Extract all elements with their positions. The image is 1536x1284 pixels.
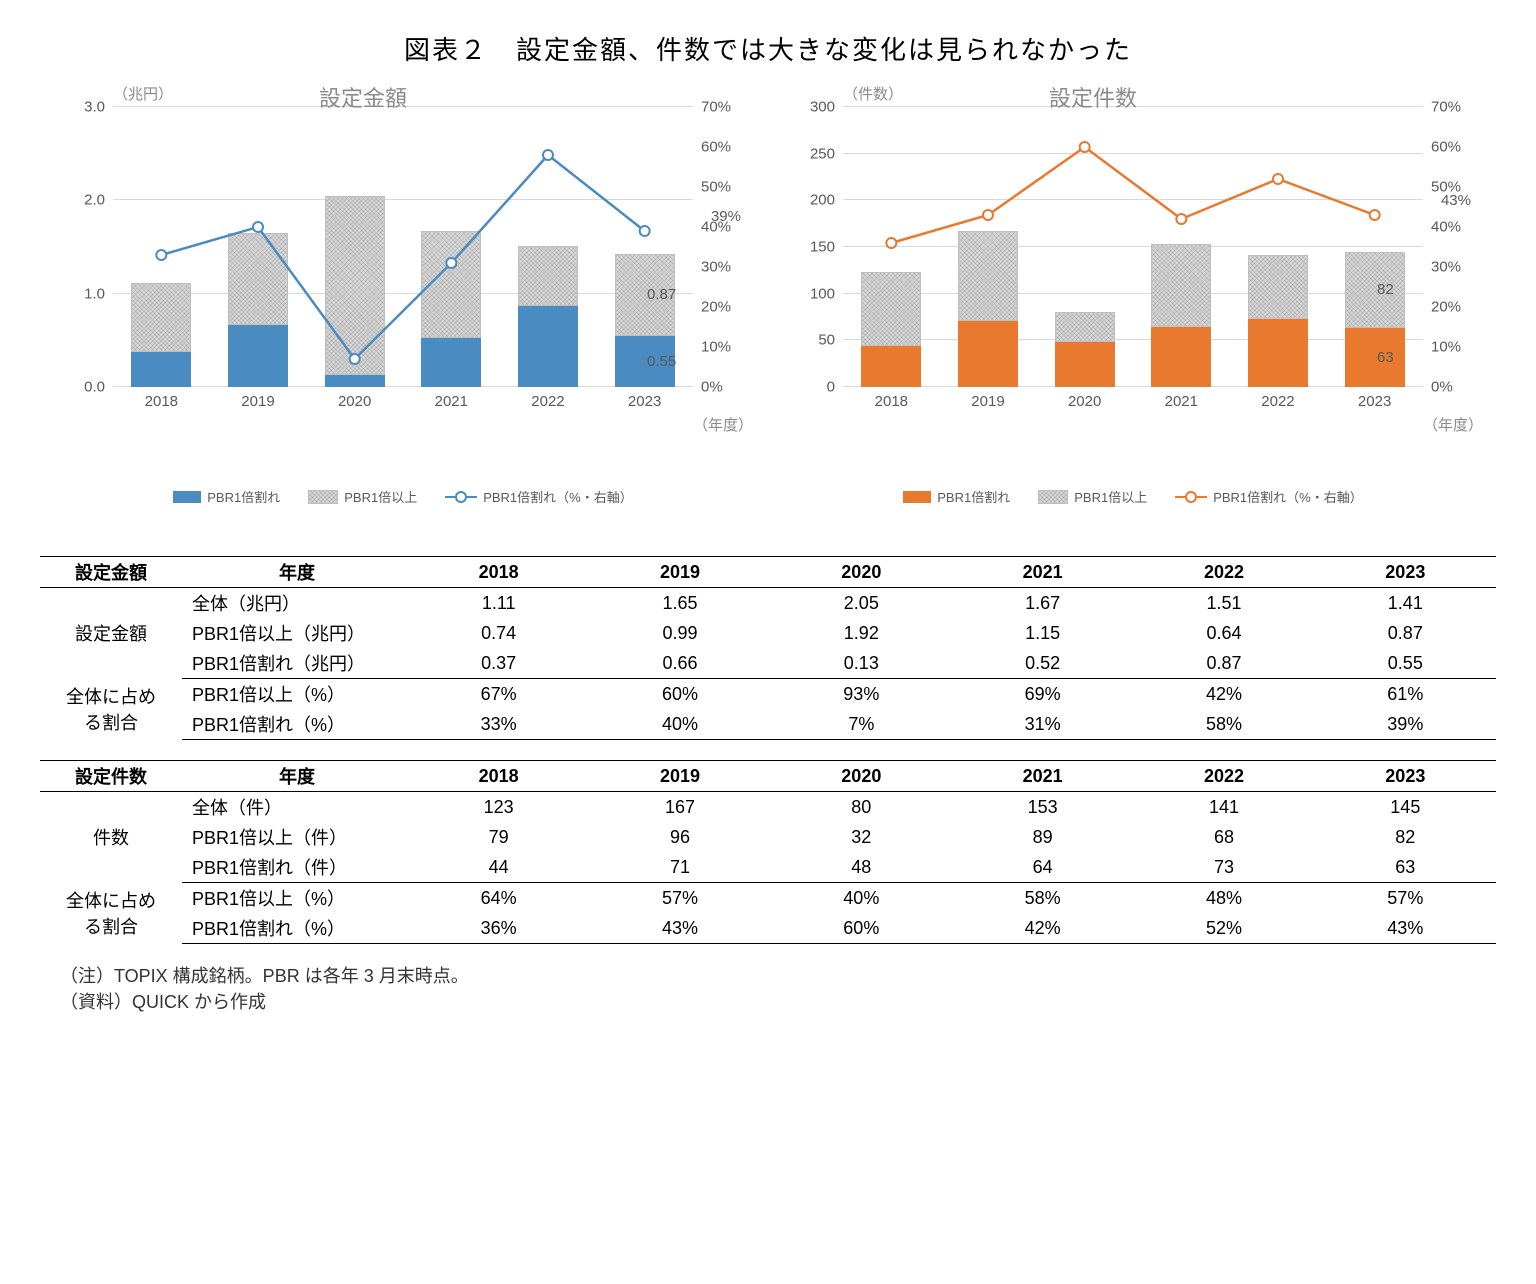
- chart-right-wrap: 0501001502002503000%10%20%30%40%50%60%70…: [783, 87, 1483, 506]
- chart-right: 0501001502002503000%10%20%30%40%50%60%70…: [783, 87, 1483, 427]
- legend-label: PBR1倍割れ（%・右軸）: [1213, 487, 1363, 506]
- chart-left-wrap: 0.01.02.03.00%10%20%30%40%50%60%70%20182…: [53, 87, 753, 506]
- legend-swatch-bar-icon: [173, 491, 201, 503]
- legend-bar-below-1: PBR1倍割れ: [903, 487, 1010, 506]
- footnotes: （注）TOPIX 構成銘柄。PBR は各年 3 月末時点。 （資料）QUICK …: [40, 962, 1496, 1014]
- legend-line-pct: PBR1倍割れ（%・右軸）: [445, 487, 633, 506]
- legend-label: PBR1倍割れ: [937, 487, 1010, 506]
- legend-swatch-pattern-icon: [308, 490, 338, 504]
- legend-bar-above-1: PBR1倍以上: [1038, 487, 1147, 506]
- legend-swatch-bar-icon: [903, 491, 931, 503]
- legend-label: PBR1倍割れ: [207, 487, 280, 506]
- legend-line-pct: PBR1倍割れ（%・右軸）: [1175, 487, 1363, 506]
- chart-left: 0.01.02.03.00%10%20%30%40%50%60%70%20182…: [53, 87, 753, 427]
- legend-bar-above-1: PBR1倍以上: [308, 487, 417, 506]
- legend-swatch-line-icon: [1175, 496, 1207, 498]
- legend-label: PBR1倍以上: [1074, 487, 1147, 506]
- charts-row: 0.01.02.03.00%10%20%30%40%50%60%70%20182…: [40, 87, 1496, 506]
- legend-swatch-line-icon: [445, 496, 477, 498]
- legend-label: PBR1倍割れ（%・右軸）: [483, 487, 633, 506]
- legend-swatch-pattern-icon: [1038, 490, 1068, 504]
- legend-bar-below-1: PBR1倍割れ: [173, 487, 280, 506]
- chart-right-legend: PBR1倍割れ PBR1倍以上 PBR1倍割れ（%・右軸）: [783, 487, 1483, 506]
- note-line: （注）TOPIX 構成銘柄。PBR は各年 3 月末時点。: [60, 962, 1496, 988]
- figure-title: 図表２ 設定金額、件数では大きな変化は見られなかった: [40, 30, 1496, 67]
- legend-label: PBR1倍以上: [344, 487, 417, 506]
- chart-left-legend: PBR1倍割れ PBR1倍以上 PBR1倍割れ（%・右軸）: [53, 487, 753, 506]
- data-tables: 設定金額年度201820192020202120222023設定金額全体（兆円）…: [40, 556, 1496, 944]
- note-line: （資料）QUICK から作成: [60, 988, 1496, 1014]
